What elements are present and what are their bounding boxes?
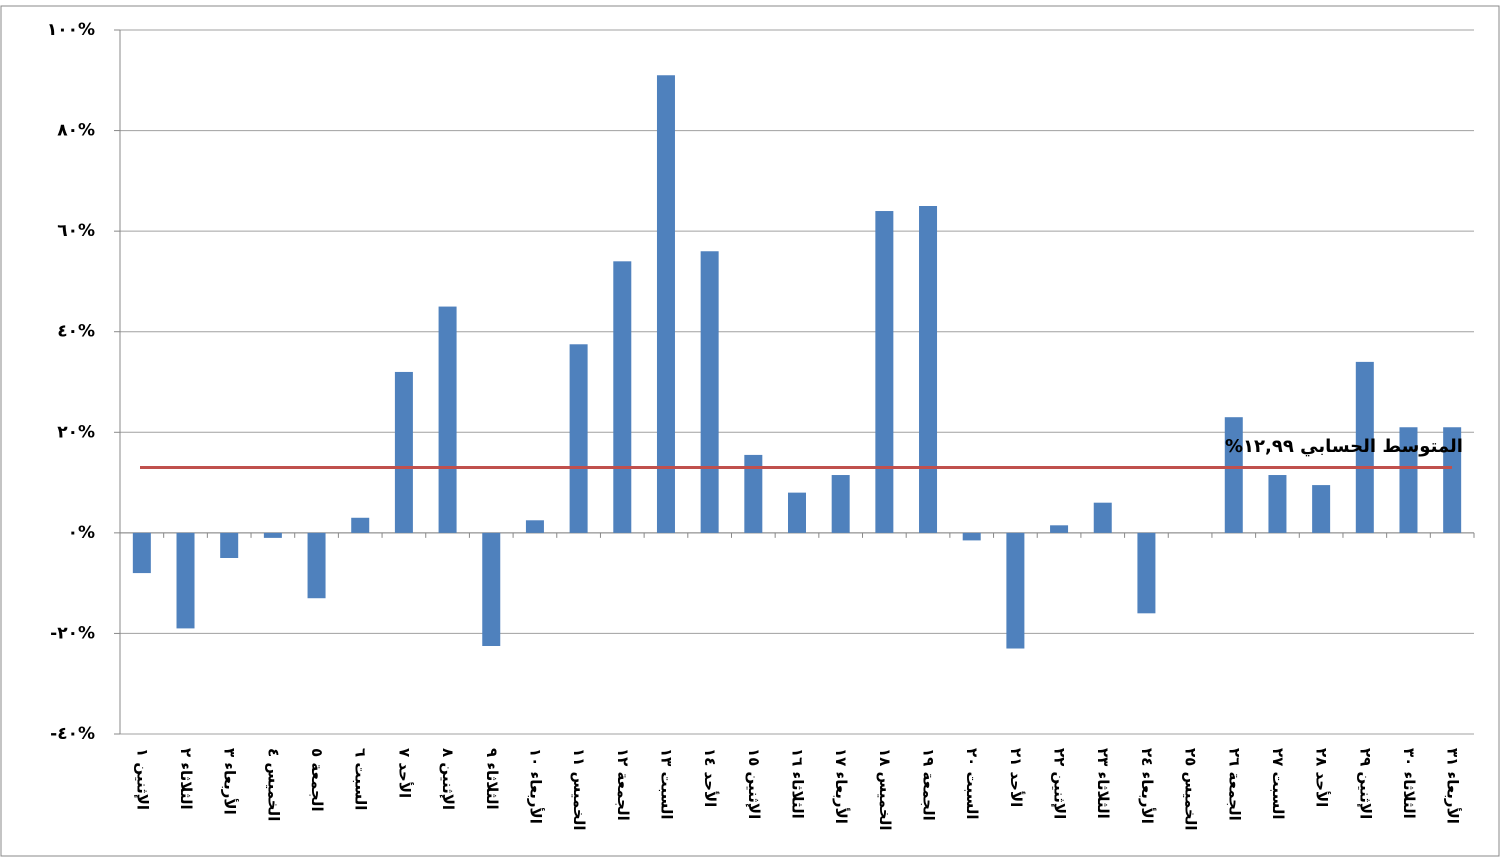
- x-tick-label: الجمعة ١٢: [614, 748, 632, 821]
- x-tick-label: السبت ٢٧: [1269, 748, 1287, 820]
- x-tick-label: السبت ٢٠: [963, 748, 981, 820]
- x-tick-label: الجمعة ٥: [308, 748, 326, 812]
- bar: [482, 532, 501, 646]
- bar: [1093, 502, 1112, 533]
- x-tick-label: الخميس ١١: [570, 748, 588, 831]
- bar: [220, 532, 239, 558]
- bar: [919, 206, 938, 533]
- bar: [1268, 475, 1287, 533]
- x-tick-label: الإثنين ١: [133, 748, 151, 810]
- x-tick-label: الثلاثاء ٣٠: [1400, 748, 1418, 819]
- x-tick-label: الأحد ١٤: [701, 748, 719, 807]
- bar: [744, 454, 763, 533]
- x-tick-label: السبت ٦: [352, 748, 370, 810]
- bar: [1399, 427, 1418, 533]
- bar: [700, 251, 719, 533]
- bar: [1355, 361, 1374, 533]
- bar: [656, 75, 675, 533]
- bar: [962, 532, 981, 541]
- x-tick-label: الثلاثاء ٢: [177, 748, 195, 810]
- x-tick-label: الأربعاء ٣١: [1444, 748, 1462, 824]
- x-tick-label: الثلاثاء ٩: [483, 748, 501, 810]
- x-tick-label: الأربعاء ٢٤: [1138, 748, 1156, 824]
- bar: [1006, 532, 1025, 649]
- x-tick-label: الجمعة ١٩: [920, 748, 938, 821]
- x-tick-label: الأحد ٢١: [1007, 748, 1025, 807]
- chart-frame: [0, 5, 1500, 857]
- x-tick-label: الأربعاء ١٧: [832, 748, 850, 824]
- average-label: المتوسط الحسابي ١٢,٩٩%: [1225, 436, 1463, 457]
- x-tick-label: الخميس ١٨: [876, 748, 894, 831]
- x-tick-label: الثلاثاء ٢٣: [1094, 748, 1112, 819]
- y-tick-label: ٦٠%: [57, 221, 95, 241]
- bar: [1312, 485, 1331, 533]
- x-tick-label: الإثنين ١٥: [745, 748, 763, 819]
- y-tick-label: ٨٠%: [57, 121, 95, 141]
- y-tick-label: ٤٠%: [57, 322, 95, 342]
- x-tick-label: الإثنين ٢٩: [1356, 748, 1374, 819]
- x-tick-label: الثلاثاء ١٦: [789, 748, 807, 819]
- x-tick-label: الإثنين ٢٢: [1051, 748, 1069, 819]
- bar: [875, 211, 894, 533]
- bar: [1050, 525, 1069, 533]
- x-tick-label: الأحد ٧: [395, 748, 413, 798]
- x-tick-label: الخميس ٢٥: [1182, 748, 1200, 831]
- x-tick-label: الأربعاء ١٠: [526, 748, 544, 824]
- x-tick-label: الأربعاء ٣: [221, 748, 239, 815]
- bar: [1137, 532, 1156, 614]
- bar: [438, 306, 457, 533]
- bar: [176, 532, 195, 629]
- bar: [569, 344, 588, 533]
- bar: [831, 475, 850, 533]
- y-tick-label: -٢٠%: [50, 623, 95, 643]
- x-tick-label: السبت ١٣: [657, 748, 675, 820]
- bar: [263, 532, 282, 538]
- x-tick-label: الخميس ٤: [264, 748, 282, 821]
- bar: [351, 517, 370, 533]
- bar: [613, 261, 632, 533]
- y-tick-label: ١٠٠%: [47, 20, 95, 40]
- bar: [788, 492, 806, 533]
- y-tick-label: -٤٠%: [50, 724, 95, 744]
- x-tick-label: الجمعة ٢٦: [1225, 748, 1243, 821]
- bar: [525, 520, 544, 533]
- x-tick-label: الإثنين ٨: [439, 748, 457, 810]
- bar: [394, 371, 413, 533]
- bar: [1443, 427, 1462, 533]
- x-tick-label: الأحد ٢٨: [1313, 748, 1331, 807]
- bar: [132, 532, 151, 574]
- y-tick-label: ٢٠%: [57, 422, 95, 442]
- y-tick-label: ٠%: [68, 523, 95, 543]
- bar: [307, 532, 326, 599]
- bar: [1224, 417, 1243, 533]
